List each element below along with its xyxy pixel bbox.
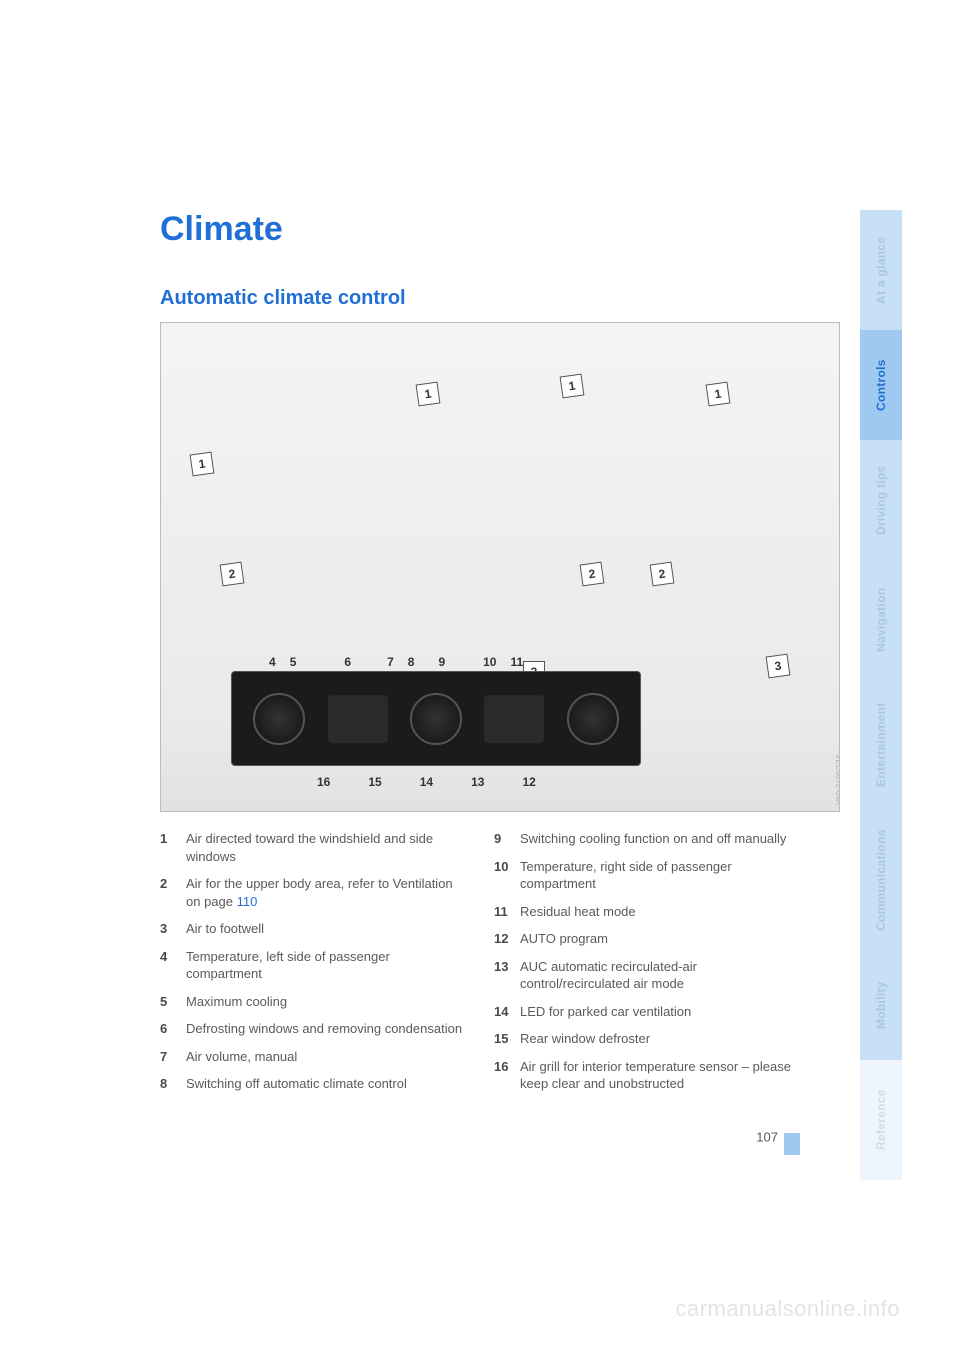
legend-item: 8Switching off automatic climate control <box>160 1075 466 1093</box>
legend-text: Switching off automatic climate control <box>186 1075 466 1093</box>
tab-navigation[interactable]: Navigation <box>860 560 902 680</box>
callout-row-top: 4 5 6 7 8 9 10 11 <box>269 655 523 669</box>
legend-item: 5Maximum cooling <box>160 993 466 1011</box>
legend-col-right: 9Switching cooling function on and off m… <box>494 830 800 1103</box>
legend-num: 13 <box>494 958 520 993</box>
legend-item: 9Switching cooling function on and off m… <box>494 830 800 848</box>
legend-item: 1Air directed toward the windshield and … <box>160 830 466 865</box>
callout-1d: 1 <box>706 382 731 407</box>
fig-num: 9 <box>438 655 445 669</box>
legend-item: 15Rear window defroster <box>494 1030 800 1048</box>
legend-item: 13AUC automatic recirculated-air control… <box>494 958 800 993</box>
callout-row-bottom: 16 15 14 13 12 <box>317 775 536 789</box>
legend-text: Temperature, right side of passenger com… <box>520 858 800 893</box>
fig-num: 13 <box>471 775 484 789</box>
legend-text: Maximum cooling <box>186 993 466 1011</box>
page-title: Climate <box>160 210 800 249</box>
callout-2a: 2 <box>220 562 245 587</box>
tab-communications[interactable]: Communications <box>860 810 902 950</box>
legend-num: 10 <box>494 858 520 893</box>
legend-num: 7 <box>160 1048 186 1066</box>
legend-text: Air volume, manual <box>186 1048 466 1066</box>
section-heading: Automatic climate control <box>160 287 800 310</box>
fig-num: 7 <box>387 655 394 669</box>
dashboard-figure: 1 1 1 1 2 2 2 3 3 4 5 6 7 8 9 10 11 1 <box>160 322 840 812</box>
callout-1b: 1 <box>416 382 441 407</box>
tab-mobility[interactable]: Mobility <box>860 950 902 1060</box>
legend-text: AUTO program <box>520 930 800 948</box>
fig-num: 12 <box>522 775 535 789</box>
tab-driving-tips[interactable]: Driving tips <box>860 440 902 560</box>
fig-num: 14 <box>420 775 433 789</box>
fig-num: 4 <box>269 655 276 669</box>
legend-col-left: 1Air directed toward the windshield and … <box>160 830 466 1103</box>
page-ref-link[interactable]: 110 <box>237 894 258 909</box>
legend-text: Temperature, left side of passenger comp… <box>186 948 466 983</box>
legend-num: 5 <box>160 993 186 1011</box>
callout-3b: 3 <box>766 654 791 679</box>
legend-text: Air grill for interior temperature senso… <box>520 1058 800 1093</box>
legend-text: Air for the upper body area, refer to Ve… <box>186 875 466 910</box>
tab-controls[interactable]: Controls <box>860 330 902 440</box>
legend-text: AUC automatic recirculated-air control/r… <box>520 958 800 993</box>
legend-columns: 1Air directed toward the windshield and … <box>160 830 800 1103</box>
legend-item: 4Temperature, left side of passenger com… <box>160 948 466 983</box>
legend-item: 10Temperature, right side of passenger c… <box>494 858 800 893</box>
fig-num: 15 <box>368 775 381 789</box>
legend-num: 8 <box>160 1075 186 1093</box>
legend-text: Switching cooling function on and off ma… <box>520 830 800 848</box>
center-block-left <box>328 695 388 743</box>
fig-num: 16 <box>317 775 330 789</box>
legend-num: 2 <box>160 875 186 910</box>
legend-item: 14LED for parked car ventilation <box>494 1003 800 1021</box>
legend-num: 11 <box>494 903 520 921</box>
legend-text: Defrosting windows and removing condensa… <box>186 1020 466 1038</box>
legend-num: 9 <box>494 830 520 848</box>
legend-item: 16Air grill for interior temperature sen… <box>494 1058 800 1093</box>
legend-num: 15 <box>494 1030 520 1048</box>
figure-code: VEC0672-04A <box>834 754 840 805</box>
fig-num: 10 <box>483 655 496 669</box>
tab-entertainment[interactable]: Entertainment <box>860 680 902 810</box>
legend-text: Rear window defroster <box>520 1030 800 1048</box>
fig-num: 8 <box>408 655 415 669</box>
callout-1c: 1 <box>560 374 585 399</box>
legend-text: Residual heat mode <box>520 903 800 921</box>
fig-num: 6 <box>344 655 351 669</box>
legend-num: 6 <box>160 1020 186 1038</box>
legend-item: 12AUTO program <box>494 930 800 948</box>
watermark: carmanualsonline.info <box>675 1296 900 1322</box>
tab-reference[interactable]: Reference <box>860 1060 902 1180</box>
fan-dial <box>410 693 462 745</box>
page-number: 107 <box>160 1127 800 1149</box>
legend-num: 3 <box>160 920 186 938</box>
legend-num: 14 <box>494 1003 520 1021</box>
legend-text: Air directed toward the windshield and s… <box>186 830 466 865</box>
callout-2b: 2 <box>580 562 605 587</box>
section-tabs: At a glance Controls Driving tips Naviga… <box>860 210 902 1180</box>
legend-num: 16 <box>494 1058 520 1093</box>
tab-at-a-glance[interactable]: At a glance <box>860 210 902 330</box>
legend-item: 11Residual heat mode <box>494 903 800 921</box>
manual-page: Climate Automatic climate control 1 1 1 … <box>0 0 860 1358</box>
page-number-marker <box>784 1133 800 1155</box>
legend-item: 7Air volume, manual <box>160 1048 466 1066</box>
climate-panel <box>231 671 641 766</box>
legend-num: 4 <box>160 948 186 983</box>
center-block-right <box>484 695 544 743</box>
callout-1a: 1 <box>190 452 215 477</box>
callout-2c: 2 <box>650 562 675 587</box>
temp-dial-right <box>567 693 619 745</box>
legend-text: Air to footwell <box>186 920 466 938</box>
legend-text: LED for parked car ventilation <box>520 1003 800 1021</box>
legend-item: 3Air to footwell <box>160 920 466 938</box>
legend-num: 12 <box>494 930 520 948</box>
temp-dial-left <box>253 693 305 745</box>
legend-item: 2Air for the upper body area, refer to V… <box>160 875 466 910</box>
fig-num: 11 <box>510 655 523 669</box>
fig-num: 5 <box>290 655 297 669</box>
legend-item: 6Defrosting windows and removing condens… <box>160 1020 466 1038</box>
legend-num: 1 <box>160 830 186 865</box>
